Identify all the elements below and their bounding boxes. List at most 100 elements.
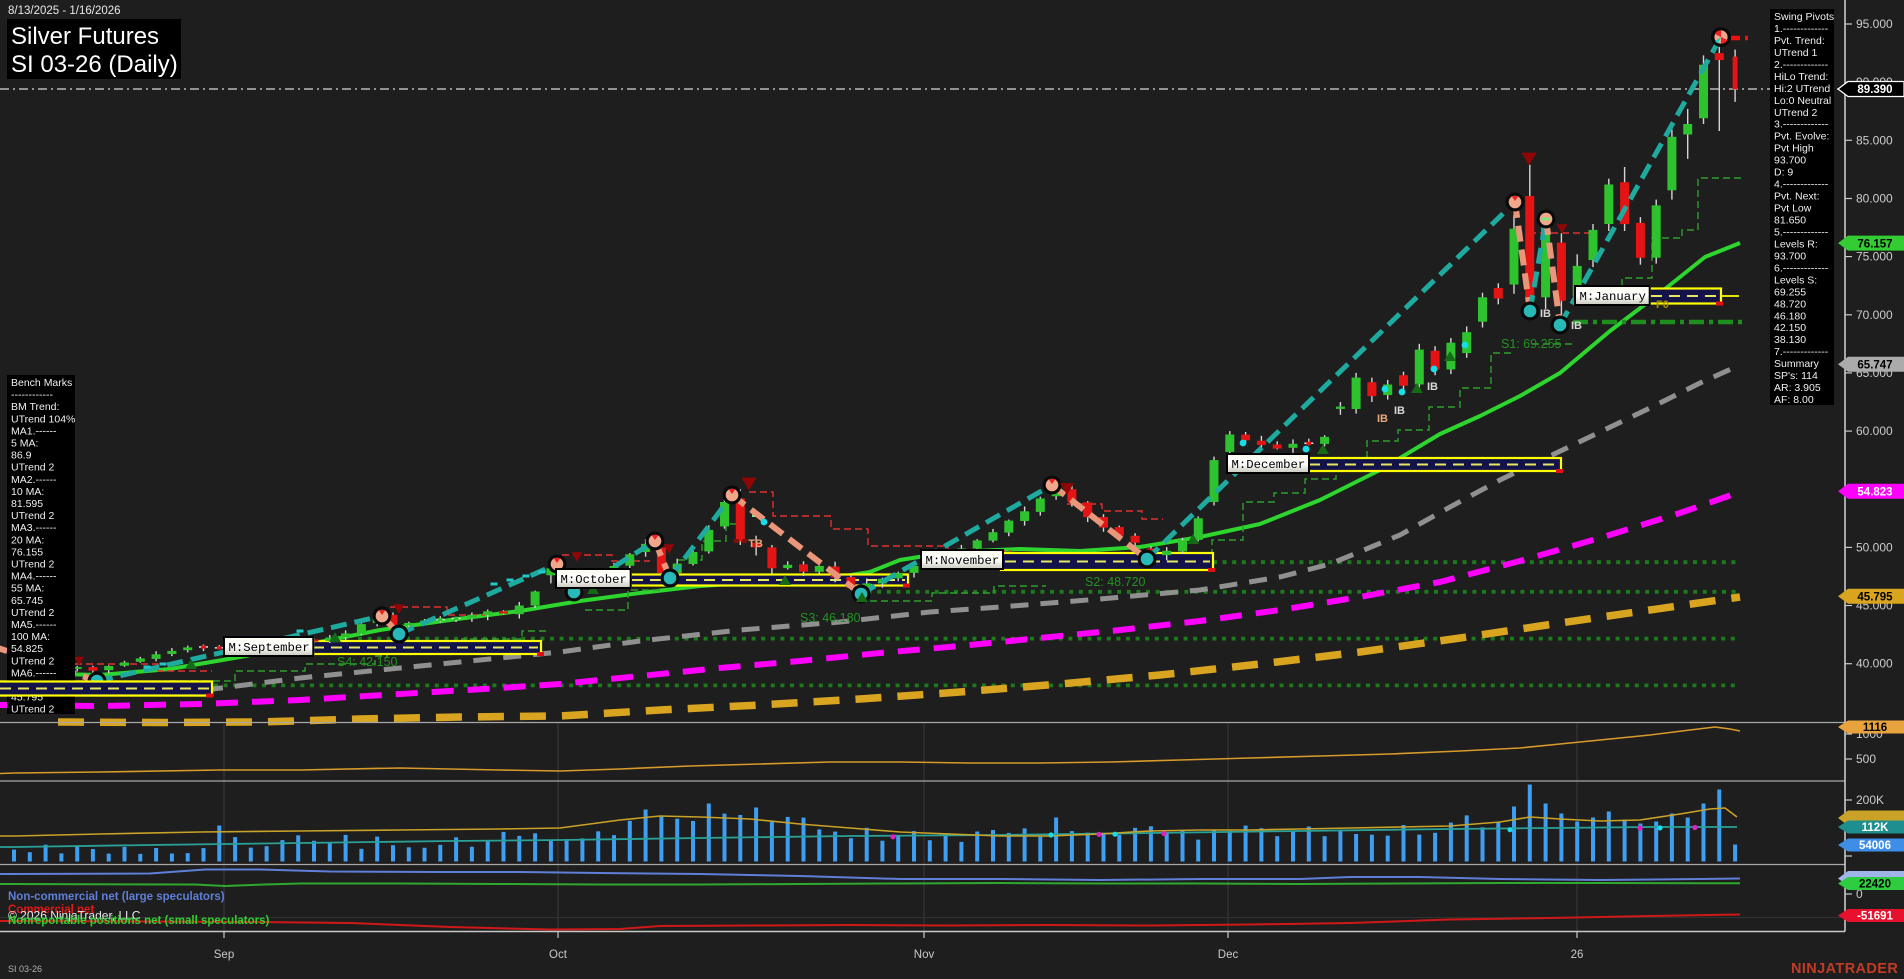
svg-text:S1: 69.255: S1: 69.255 [1501, 337, 1562, 351]
svg-text:M:November: M:November [926, 554, 1000, 568]
svg-text:76.157: 76.157 [1857, 238, 1892, 250]
svg-text:MA1.------: MA1.------ [11, 425, 57, 437]
svg-text:Bench Marks: Bench Marks [11, 377, 72, 389]
svg-text:MA3.------: MA3.------ [11, 522, 57, 534]
svg-text:10 MA:: 10 MA: [11, 486, 44, 498]
svg-text:S2: 48.720: S2: 48.720 [1085, 575, 1146, 589]
svg-text:26: 26 [1571, 949, 1584, 961]
svg-text:22420: 22420 [1859, 879, 1891, 891]
svg-text:Hi:2 UTrend: Hi:2 UTrend [1774, 83, 1830, 95]
svg-text:TB: TB [748, 538, 763, 550]
svg-text:S3: 46.180: S3: 46.180 [800, 611, 861, 625]
svg-text:54.825: 54.825 [11, 643, 43, 655]
svg-text:© 2026 NinjaTrader, LLC: © 2026 NinjaTrader, LLC [8, 909, 141, 923]
svg-text:100 MA:: 100 MA: [11, 631, 50, 643]
svg-text:2.-------------: 2.------------- [1774, 59, 1829, 71]
svg-text:MA6.------: MA6.------ [11, 667, 57, 679]
svg-text:95.000: 95.000 [1856, 17, 1893, 31]
svg-text:MA4.------: MA4.------ [11, 571, 57, 583]
svg-text:IB: IB [1394, 405, 1405, 417]
svg-text:AR: 3.905: AR: 3.905 [1774, 382, 1821, 394]
svg-text:M:January: M:January [1580, 290, 1646, 304]
svg-text:93.700: 93.700 [1774, 250, 1806, 262]
svg-text:45.795: 45.795 [1857, 591, 1893, 603]
svg-text:5 MA:: 5 MA: [11, 438, 38, 450]
svg-text:SP's: 114: SP's: 114 [1774, 370, 1818, 382]
svg-text:60.000: 60.000 [1856, 424, 1893, 438]
svg-text:Lo:0 Neutral: Lo:0 Neutral [1774, 95, 1831, 107]
svg-text:3.-------------: 3.------------- [1774, 119, 1829, 131]
svg-text:40.000: 40.000 [1856, 657, 1893, 671]
svg-text:7.-------------: 7.------------- [1774, 346, 1829, 358]
svg-text:38.130: 38.130 [1774, 334, 1806, 346]
svg-text:93.700: 93.700 [1774, 155, 1806, 167]
svg-text:UTrend 2: UTrend 2 [11, 510, 55, 522]
svg-text:Levels R:: Levels R: [1774, 238, 1818, 250]
svg-text:500: 500 [1856, 752, 1876, 766]
svg-text:5.-------------: 5.------------- [1774, 227, 1829, 239]
svg-text:42.150: 42.150 [1774, 322, 1806, 334]
svg-text:Sep: Sep [214, 949, 234, 961]
svg-text:Pvt. Evolve:: Pvt. Evolve: [1774, 131, 1829, 143]
svg-text:HiLo Trend:: HiLo Trend: [1774, 71, 1828, 83]
svg-text:Silver Futures: Silver Futures [11, 23, 159, 50]
svg-text:Pvt Low: Pvt Low [1774, 203, 1812, 215]
svg-text:MA5.------: MA5.------ [11, 619, 57, 631]
svg-text:Oct: Oct [549, 949, 568, 961]
svg-text:6.-------------: 6.------------- [1774, 262, 1829, 274]
svg-text:80.000: 80.000 [1856, 192, 1893, 206]
svg-text:65.745: 65.745 [11, 595, 43, 607]
svg-text:IB: IB [1377, 413, 1388, 425]
svg-text:UTrend 2: UTrend 2 [11, 559, 55, 571]
svg-text:Swing Pivots: Swing Pivots [1774, 11, 1834, 23]
svg-text:75.000: 75.000 [1856, 250, 1893, 264]
svg-text:UTrend 1: UTrend 1 [1774, 47, 1818, 59]
svg-text:76.155: 76.155 [11, 546, 43, 558]
svg-text:IB: IB [1571, 320, 1582, 332]
svg-text:20 MA:: 20 MA: [11, 534, 44, 546]
svg-text:BM Trend:: BM Trend: [11, 401, 59, 413]
svg-text:------------: ------------ [11, 389, 53, 401]
svg-text:Non-commercial net (large spec: Non-commercial net (large speculators) [8, 891, 225, 903]
svg-text:UTrend 2: UTrend 2 [11, 655, 55, 667]
svg-text:69.255: 69.255 [1774, 286, 1806, 298]
svg-text:65.747: 65.747 [1857, 359, 1892, 371]
svg-text:UTrend 2: UTrend 2 [11, 462, 55, 474]
svg-text:4.-------------: 4.------------- [1774, 179, 1829, 191]
svg-text:Commercial net: Commercial net [8, 904, 94, 916]
svg-text:Levels S:: Levels S: [1774, 274, 1817, 286]
svg-text:81.595: 81.595 [11, 498, 43, 510]
svg-text:M:September: M:September [229, 641, 310, 655]
svg-text:MA2.------: MA2.------ [11, 474, 57, 486]
svg-text:85.000: 85.000 [1856, 133, 1893, 147]
svg-text:SI 03-26: SI 03-26 [8, 964, 42, 974]
svg-text:46.180: 46.180 [1774, 310, 1806, 322]
svg-text:Nov: Nov [914, 949, 935, 961]
svg-text:-51691: -51691 [1857, 911, 1893, 923]
svg-text:UTrend 104%: UTrend 104% [11, 413, 75, 425]
svg-text:D: 9: D: 9 [1774, 167, 1793, 179]
svg-text:50.000: 50.000 [1856, 540, 1893, 554]
svg-text:0: 0 [1856, 887, 1863, 901]
svg-text:M:December: M:December [1232, 458, 1306, 472]
svg-text:Dec: Dec [1218, 949, 1239, 961]
svg-text:UTrend 2: UTrend 2 [1774, 107, 1818, 119]
svg-text:IB: IB [1427, 381, 1438, 393]
svg-text:89.390: 89.390 [1857, 84, 1892, 96]
svg-text:200K: 200K [1856, 793, 1884, 807]
svg-text:Pvt. Next:: Pvt. Next: [1774, 191, 1820, 203]
svg-text:SI 03-26 (Daily): SI 03-26 (Daily) [11, 51, 178, 78]
svg-text:70.000: 70.000 [1856, 308, 1893, 322]
svg-text:Pvt. Trend:: Pvt. Trend: [1774, 35, 1825, 47]
svg-text:M:October: M:October [561, 573, 627, 587]
svg-text:AF: 8.00: AF: 8.00 [1774, 394, 1814, 406]
svg-text:UTrend 2: UTrend 2 [11, 607, 55, 619]
svg-text:54006: 54006 [1859, 840, 1891, 852]
svg-text:UTrend 2: UTrend 2 [11, 704, 55, 716]
svg-text:S4: 42.150: S4: 42.150 [337, 655, 398, 669]
svg-text:112K: 112K [1862, 822, 1890, 834]
svg-text:54.823: 54.823 [1857, 486, 1892, 498]
svg-text:48.720: 48.720 [1774, 298, 1806, 310]
svg-text:Summary: Summary [1774, 358, 1820, 370]
svg-text:8/13/2025 - 1/16/2026: 8/13/2025 - 1/16/2026 [8, 5, 121, 17]
